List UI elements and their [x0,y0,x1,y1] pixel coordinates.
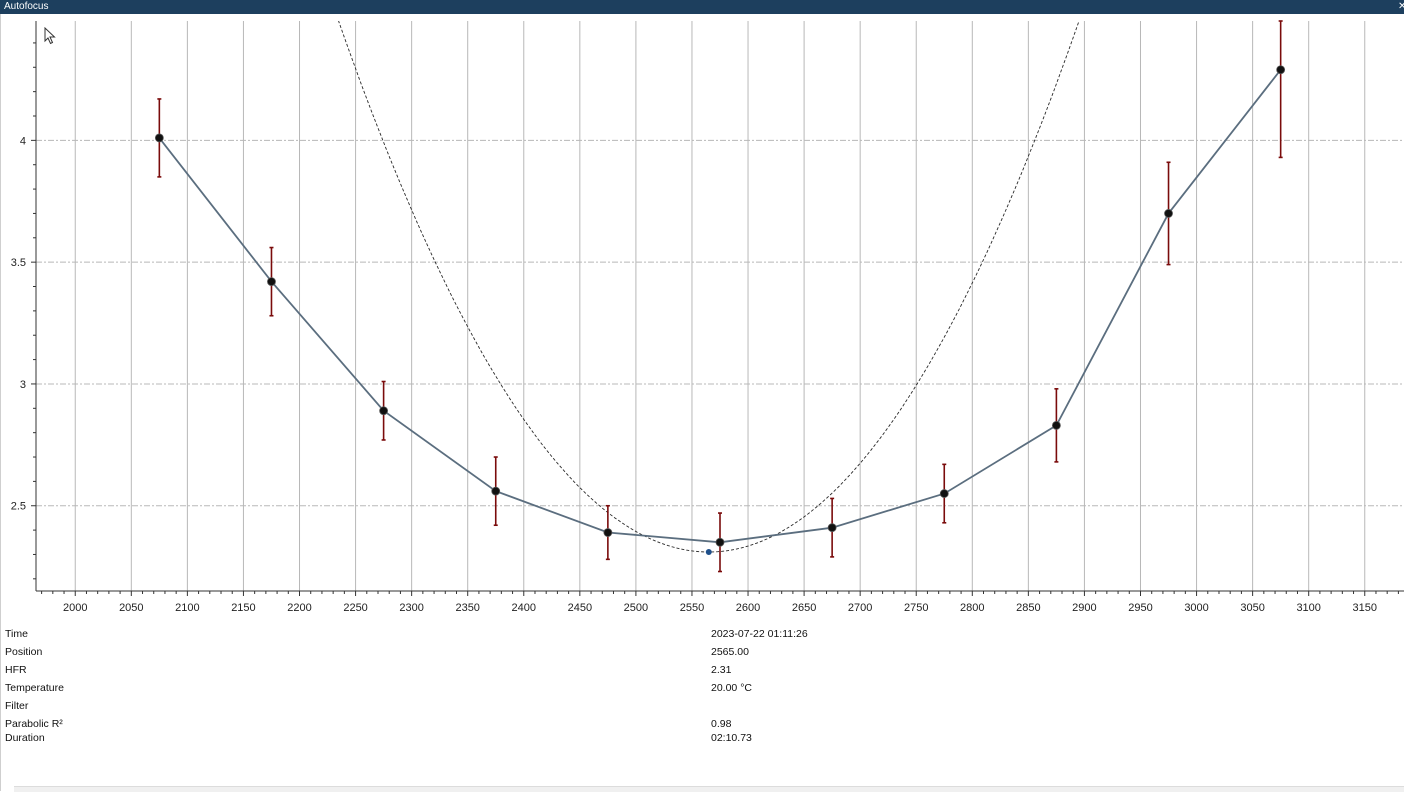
info-value: 20.00 °C [711,682,752,694]
data-point [491,486,501,496]
info-row-parabolic-r2: Parabolic R² 0.98 [5,718,1105,732]
data-point [715,537,725,547]
x-tick-label: 2200 [287,602,311,614]
info-value: 0.98 [711,718,732,730]
x-tick-label: 2250 [343,602,367,614]
x-tick-label: 2850 [1016,602,1040,614]
x-tick-label: 3000 [1184,602,1208,614]
window-border [0,14,1,791]
info-label: Duration [5,732,45,744]
x-tick-label: 3150 [1353,602,1377,614]
info-label: HFR [5,664,27,676]
info-row-filter: Filter [5,700,1105,714]
x-tick-label: 2600 [736,602,760,614]
data-point [603,528,613,537]
data-point [154,133,164,143]
info-value: 02:10.73 [711,732,752,744]
info-row-time: Time 2023-07-22 01:11:26 [5,628,1105,642]
autofocus-chart: 2000 2050 2100 2150 2200 2250 2300 2350 2400 2450… [11,20,1404,614]
x-tick-label: 2450 [568,602,592,614]
x-tick-label: 2900 [1072,602,1096,614]
info-value: 2.31 [711,664,732,676]
data-point [267,277,276,287]
data-point [1164,209,1173,218]
info-label: Time [5,628,28,640]
x-tick-label: 2500 [624,602,648,614]
y-tick-label: 4 [20,135,26,147]
info-label: Parabolic R² [5,718,63,730]
info-label: Filter [5,700,29,712]
x-tick-label: 3050 [1240,602,1264,614]
y-tick-label: 2.5 [11,501,26,513]
x-tick-label: 2800 [960,602,984,614]
window-title: Autofocus [4,1,49,12]
x-tick-label: 2700 [848,602,872,614]
info-row-temperature: Temperature 20.00 °C [5,682,1105,696]
info-value: 2565.00 [711,646,749,658]
close-icon[interactable]: ✕ [1398,1,1404,12]
info-label: Position [5,646,43,658]
window-titlebar: Autofocus ✕ [0,0,1404,14]
bottom-toolbar [14,786,1404,792]
x-tick-label: 2350 [455,602,479,614]
info-label: Temperature [5,682,64,694]
data-point [827,523,837,533]
data-point [1051,420,1061,430]
x-tick-label: 2300 [399,602,423,614]
x-tick-label: 3100 [1296,602,1320,614]
x-tick-label: 2750 [904,602,928,614]
data-point [939,489,949,498]
x-tick-label: 2400 [512,602,536,614]
y-tick-label: 3.5 [11,257,26,269]
x-tick-label: 2000 [63,602,87,614]
info-row-hfr: HFR 2.31 [5,664,1105,678]
mouse-pointer-icon [44,27,56,45]
data-point [1276,65,1286,75]
y-tick-label: 3 [20,379,26,391]
parabola-fit-line [338,21,1080,553]
x-tick-label: 2950 [1128,602,1152,614]
x-tick-label: 2650 [792,602,816,614]
x-tick-label: 2150 [231,602,255,614]
x-tick-label: 2050 [119,602,143,614]
data-point [379,406,389,416]
x-tick-label: 2100 [175,602,199,614]
x-tick-label: 2550 [680,602,704,614]
info-value: 2023-07-22 01:11:26 [711,628,808,640]
focus-point [705,549,712,556]
info-row-duration: Duration 02:10.73 [5,732,1105,746]
info-row-position: Position 2565.00 [5,646,1105,660]
